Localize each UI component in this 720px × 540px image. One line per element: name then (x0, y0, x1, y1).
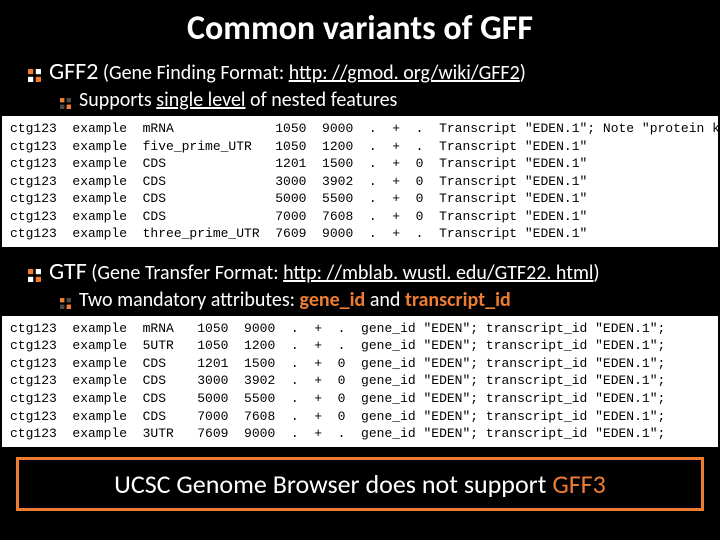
paren-open: (Gene Finding Format: (98, 61, 288, 85)
paren-close: ) (594, 261, 600, 285)
paren-open: (Gene Transfer Format: (87, 261, 283, 285)
slide-title: Common variants of GFF (0, 8, 720, 49)
slide: Common variants of GFF GFF2 (Gene Findin… (0, 0, 720, 540)
footer-highlight: GFF3 (552, 468, 605, 500)
sub-bullet-gtf: Two mandatory attributes: gene_id and tr… (0, 288, 720, 312)
bullet-gtf: GTF (Gene Transfer Format: http: //mblab… (0, 257, 720, 286)
sub-bullet-gff2: Supports single level of nested features (0, 88, 720, 112)
format-name: GTF (49, 257, 87, 286)
gff2-link[interactable]: http: //gmod. org/wiki/GFF2 (289, 61, 520, 85)
sub-underline: single level (156, 88, 245, 112)
paren-close: ) (520, 61, 526, 85)
sub-prefix: Supports (79, 88, 156, 112)
sub-prefix: Two mandatory attributes: (79, 288, 300, 312)
sub-text: Supports single level of nested features (79, 88, 397, 112)
bullet-icon (28, 69, 41, 82)
attr2: transcript_id (405, 288, 511, 312)
format-name: GFF2 (49, 57, 98, 86)
footer-prefix: UCSC Genome Browser does not support (114, 468, 552, 500)
bullet-icon (60, 95, 71, 106)
bullet-icon (28, 269, 41, 282)
attr1: gene_id (300, 288, 366, 312)
footer-callout: UCSC Genome Browser does not support GFF… (16, 457, 704, 511)
bullet-text: GFF2 (Gene Finding Format: http: //gmod.… (49, 57, 526, 86)
bullet-icon (60, 295, 71, 306)
gtf-link[interactable]: http: //mblab. wustl. edu/GTF22. html (283, 261, 593, 285)
sub-text: Two mandatory attributes: gene_id and tr… (79, 288, 511, 312)
bullet-text: GTF (Gene Transfer Format: http: //mblab… (49, 257, 600, 286)
sub-suffix: of nested features (246, 88, 398, 112)
code-block-gff2: ctg123 example mRNA 1050 9000 . + . Tran… (2, 116, 718, 247)
sub-mid: and (365, 288, 405, 312)
bullet-gff2: GFF2 (Gene Finding Format: http: //gmod.… (0, 57, 720, 86)
code-block-gtf: ctg123 example mRNA 1050 9000 . + . gene… (2, 316, 718, 447)
